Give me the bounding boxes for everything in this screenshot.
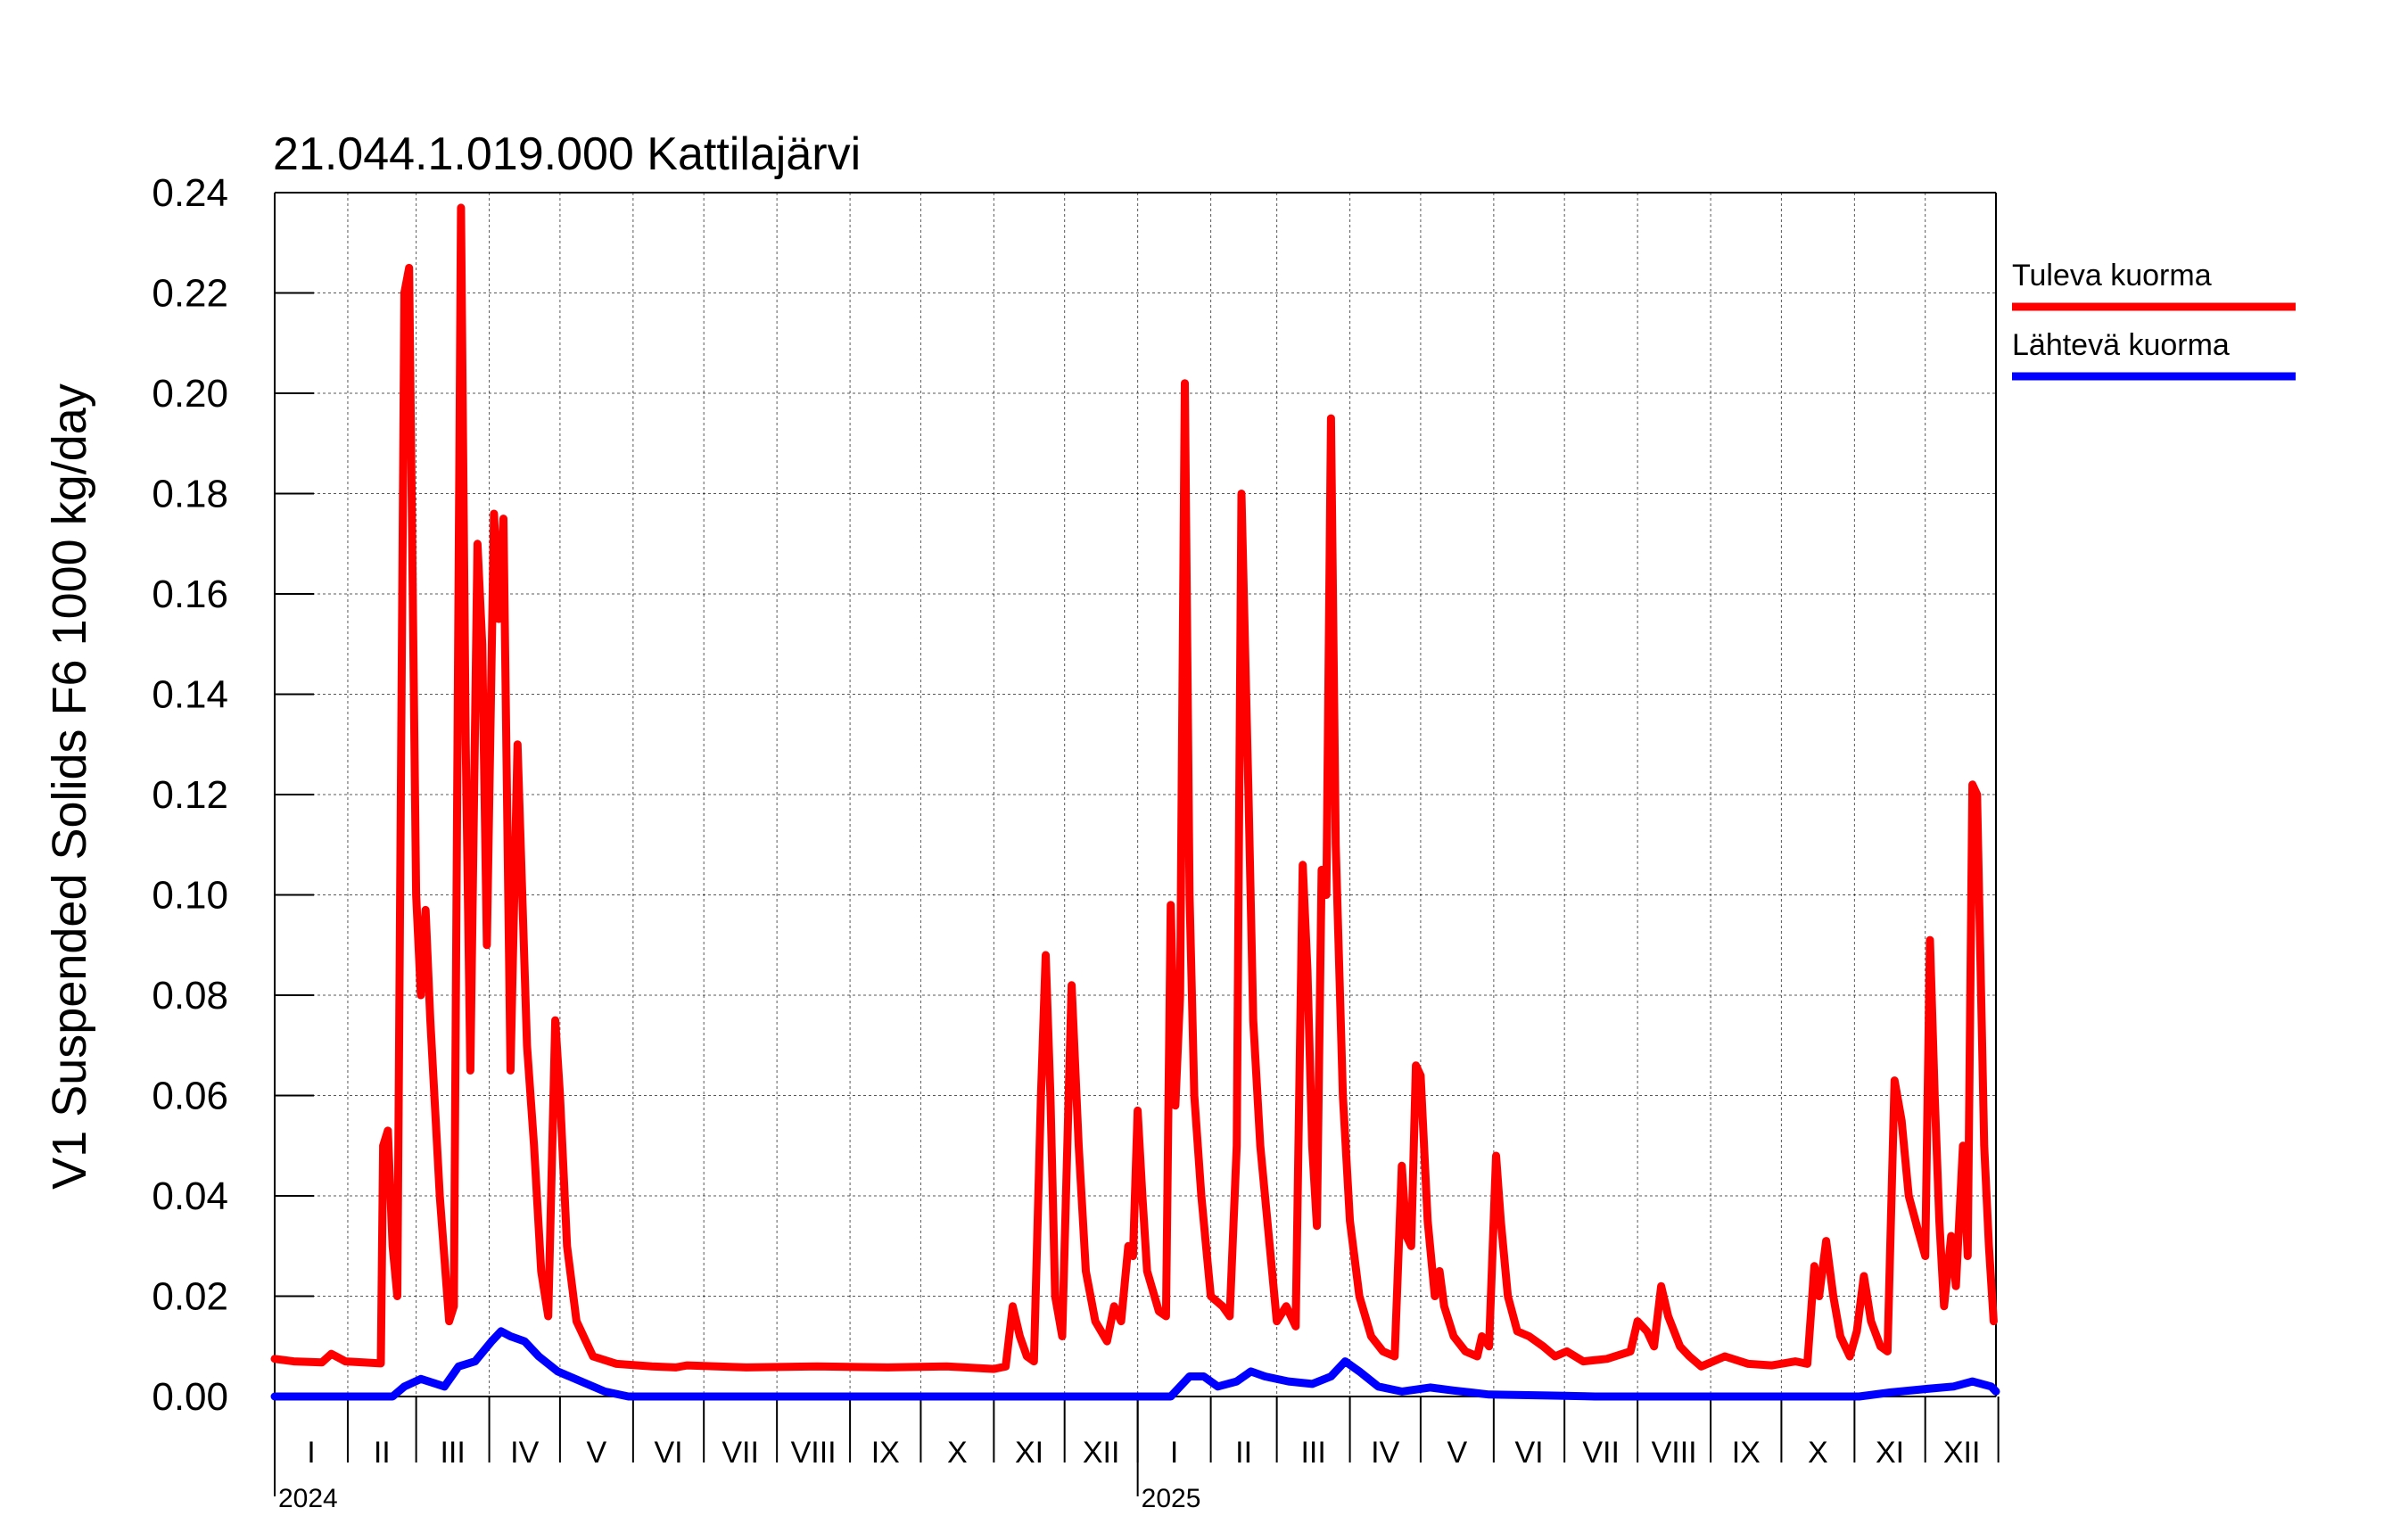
y-tick-label: 0.22 — [152, 272, 228, 316]
series-line-2 — [270, 1327, 2000, 1401]
x-tick-label-month: VII — [1582, 1436, 1620, 1470]
x-tick-label-month: VI — [1514, 1436, 1543, 1470]
x-tick-label-month: IX — [1732, 1436, 1761, 1470]
x-tick-label-month: XII — [1083, 1436, 1120, 1470]
x-tick-label-month: IV — [1371, 1436, 1399, 1470]
x-tick-label-month: II — [1235, 1436, 1252, 1470]
y-tick-label: 0.12 — [152, 773, 228, 817]
x-tick-label-month: I — [307, 1436, 315, 1470]
y-tick-label: 0.16 — [152, 573, 228, 616]
y-tick-label: 0.00 — [152, 1375, 228, 1419]
x-tick-label-month: X — [947, 1436, 968, 1470]
x-tick-label-month: X — [1808, 1436, 1828, 1470]
legend: Tuleva kuorma Lähtevä kuorma — [2012, 259, 2296, 381]
x-tick-label-year: 2025 — [1142, 1484, 1201, 1513]
y-tick-label: 0.24 — [152, 171, 228, 215]
y-tick-label: 0.18 — [152, 473, 228, 516]
legend-label: Lähtevä kuorma — [2012, 328, 2230, 362]
y-tick-label: 0.02 — [152, 1275, 228, 1319]
y-tick-label: 0.04 — [152, 1174, 228, 1218]
x-tick-label-month: XI — [1015, 1436, 1043, 1470]
x-tick-label-month: III — [440, 1436, 465, 1470]
x-tick-label-month: V — [587, 1436, 607, 1470]
x-tick-label-month: V — [1447, 1436, 1468, 1470]
x-tick-label-month: XI — [1876, 1436, 1904, 1470]
x-tick-label-year: 2024 — [278, 1484, 338, 1513]
series-lines — [270, 203, 2000, 1401]
y-axis-ticks: 0.00 0.02 0.04 0.06 0.08 0.10 0.12 0.14 0.16 0.18… — [152, 171, 314, 1419]
x-tick-label-month: VI — [654, 1436, 682, 1470]
x-tick-label-month: VIII — [1652, 1436, 1697, 1470]
x-tick-label-month: I — [1170, 1436, 1178, 1470]
x-tick-label-month: III — [1300, 1436, 1325, 1470]
x-tick-label-month: VIII — [791, 1436, 837, 1470]
x-tick-label-month: VII — [722, 1436, 759, 1470]
x-axis: I II III IV V VI VII VIII IX X XI XII I II III IV V VI VII… — [274, 1397, 2000, 1513]
y-tick-label: 0.10 — [152, 874, 228, 918]
x-tick-label-month: II — [374, 1436, 391, 1470]
y-tick-label: 0.08 — [152, 974, 228, 1018]
x-tick-label-month: IX — [871, 1436, 900, 1470]
y-axis-label: V1 Suspended Solids F6 1000 kg/day — [43, 383, 96, 1190]
grid-lines — [275, 192, 1996, 1397]
y-tick-label: 0.14 — [152, 673, 228, 717]
series-line-1 — [270, 203, 1998, 1373]
x-tick-label-month: XII — [1943, 1436, 1981, 1470]
y-tick-label: 0.06 — [152, 1075, 228, 1118]
x-tick-label-month: IV — [510, 1436, 539, 1470]
chart-title: 21.044.1.019.000 Kattilajärvi — [273, 128, 861, 180]
y-tick-label: 0.20 — [152, 372, 228, 416]
legend-label: Tuleva kuorma — [2012, 259, 2212, 292]
